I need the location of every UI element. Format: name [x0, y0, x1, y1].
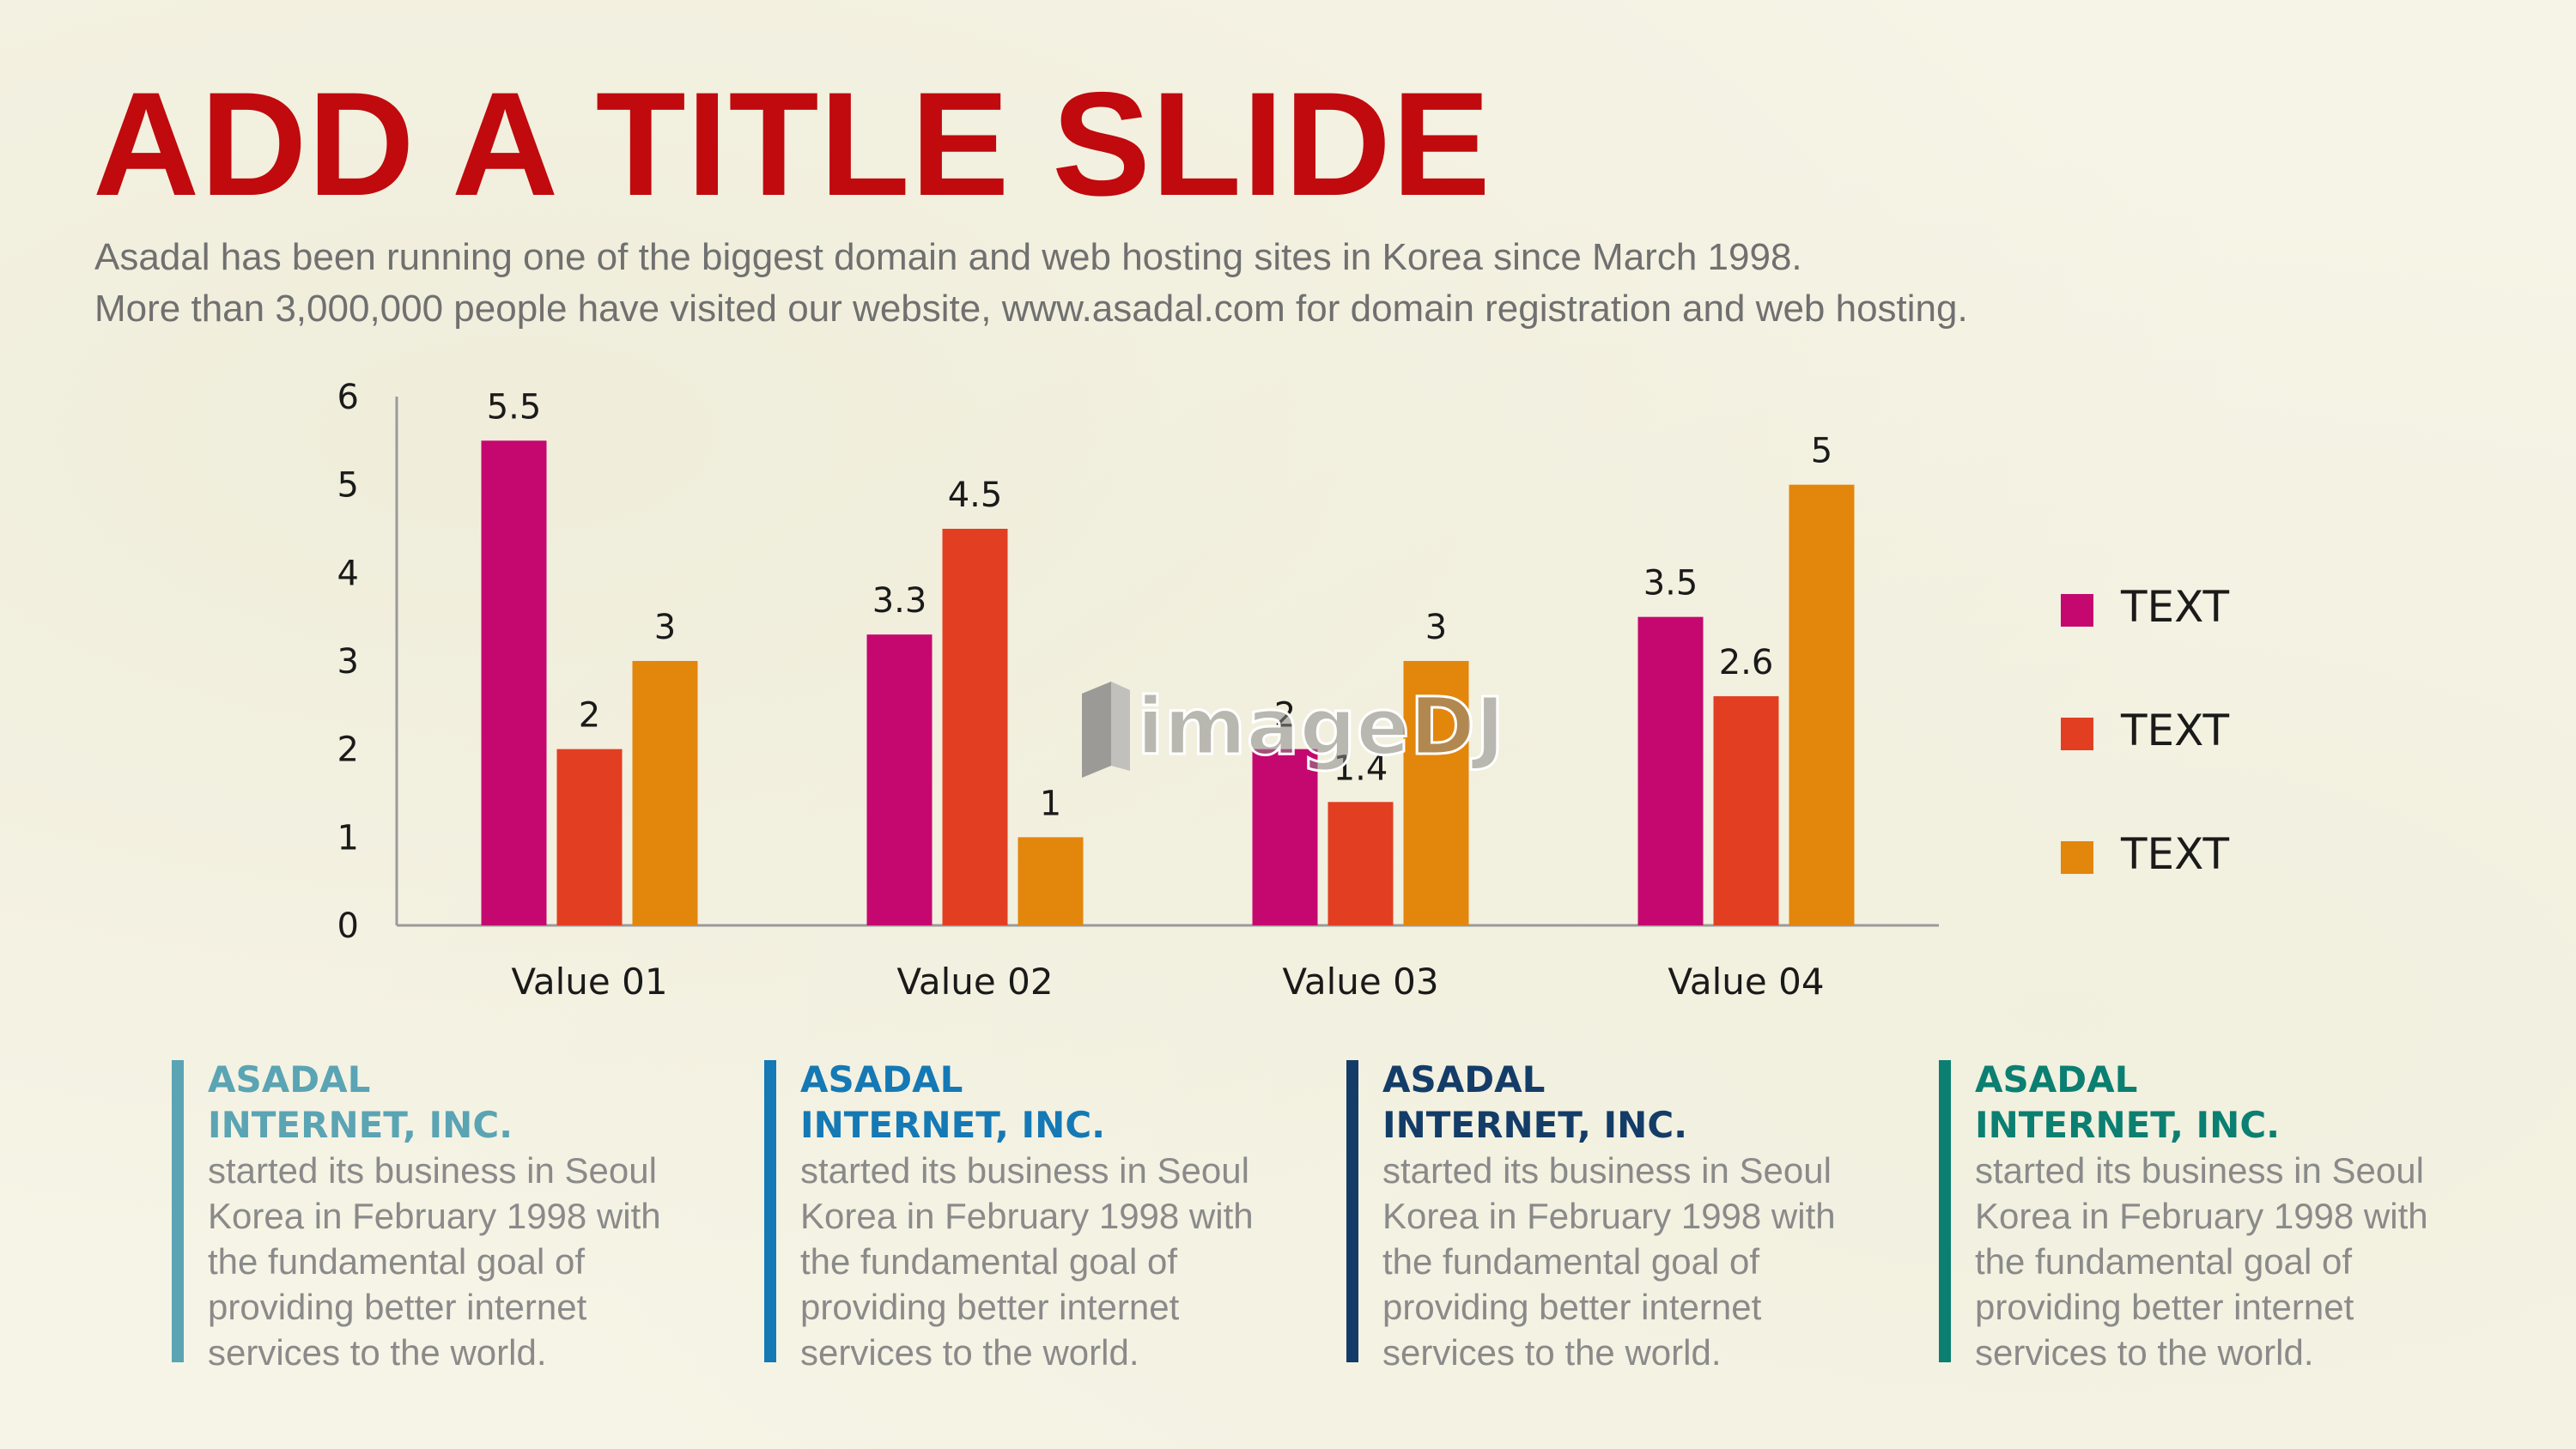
card-body-line: Korea in February 1998 with [208, 1196, 661, 1236]
card-heading-line: INTERNET, INC. [208, 1104, 513, 1146]
card-body-line: services to the world. [1382, 1332, 1722, 1373]
card-heading-line: ASADAL [800, 1058, 963, 1100]
bar-chart: 0 1 2 3 4 5 6 5.5 2 3 Value 01 3.3 4.5 1 Value 02 2 1.4 3… [337, 378, 1939, 1003]
bar-3-1 [1252, 749, 1318, 925]
card-body-line: the fundamental goal of [800, 1241, 1177, 1282]
data-label: 3 [654, 608, 676, 647]
data-label: 2 [1274, 696, 1296, 736]
subtitle-line: More than 3,000,000 people have visited … [94, 288, 1968, 330]
data-label: 2 [579, 696, 600, 736]
y-tick-label: 3 [337, 642, 359, 682]
card-body-line: started its business in Seoul [1975, 1150, 2424, 1191]
info-card-2: ASADAL INTERNET, INC. started its busine… [764, 1057, 1297, 1373]
card-body-line: services to the world. [208, 1332, 547, 1373]
card-body: started its business in Seoul Korea in F… [1382, 1148, 1879, 1375]
bar-2-2 [942, 529, 1008, 925]
bar-4-1 [1637, 616, 1704, 925]
card-heading: ASADAL INTERNET, INC. [1382, 1057, 1879, 1148]
card-body-line: Korea in February 1998 with [1975, 1196, 2428, 1236]
bar-1-1 [481, 440, 547, 925]
bar-1-2 [556, 749, 623, 925]
card-body-line: started its business in Seoul [800, 1150, 1249, 1191]
card-heading-line: INTERNET, INC. [800, 1104, 1106, 1146]
slide-title: ADD A TITLE SLIDE [93, 62, 1492, 227]
info-card-1: ASADAL INTERNET, INC. started its busine… [172, 1057, 704, 1373]
card-body-line: the fundamental goal of [208, 1241, 585, 1282]
legend-swatch [2061, 594, 2093, 627]
data-label: 3.5 [1643, 564, 1698, 603]
y-tick-label: 0 [337, 906, 359, 946]
card-body-line: Korea in February 1998 with [1382, 1196, 1836, 1236]
card-heading: ASADAL INTERNET, INC. [208, 1057, 704, 1148]
data-label: 1 [1040, 784, 1061, 823]
x-tick-label: Value 04 [1668, 961, 1824, 1003]
card-body-line: providing better internet [1382, 1287, 1762, 1327]
card-body-line: services to the world. [800, 1332, 1139, 1373]
data-label: 2.6 [1719, 643, 1774, 682]
card-heading-line: ASADAL [208, 1058, 371, 1100]
card-heading-line: ASADAL [1975, 1058, 2138, 1100]
card-heading-line: ASADAL [1382, 1058, 1546, 1100]
card-body-line: started its business in Seoul [1382, 1150, 1832, 1191]
subtitle-line: Asadal has been running one of the bigge… [94, 236, 1802, 278]
bar-2-3 [1018, 837, 1084, 925]
watermark-text: imageDJ [1137, 681, 1504, 773]
slide-subtitle: Asadal has been running one of the bigge… [94, 232, 2413, 335]
bar-2-1 [866, 634, 933, 925]
card-body-line: the fundamental goal of [1382, 1241, 1759, 1282]
legend-label: TEXT [2121, 582, 2230, 632]
card-heading: ASADAL INTERNET, INC. [800, 1057, 1297, 1148]
bar-1-3 [632, 661, 698, 925]
y-tick-label: 1 [337, 818, 359, 858]
watermark-logo: imageDJ [1082, 680, 1506, 778]
y-tick-label: 5 [337, 466, 359, 506]
card-body-line: services to the world. [1975, 1332, 2314, 1373]
data-label: 1.4 [1334, 749, 1388, 788]
card-heading: ASADAL INTERNET, INC. [1975, 1057, 2471, 1148]
card-body: started its business in Seoul Korea in F… [208, 1148, 704, 1375]
y-tick-label: 2 [337, 731, 359, 770]
bar-3-3 [1403, 661, 1469, 925]
card-body-line: started its business in Seoul [208, 1150, 657, 1191]
x-tick-label: Value 01 [511, 961, 667, 1003]
x-tick-label: Value 02 [896, 961, 1053, 1003]
data-label: 5 [1811, 432, 1832, 471]
data-label: 5.5 [487, 387, 542, 427]
bar-4-3 [1789, 484, 1855, 925]
card-heading-line: INTERNET, INC. [1975, 1104, 2281, 1146]
legend-label: TEXT [2121, 829, 2230, 879]
card-body-line: Korea in February 1998 with [800, 1196, 1254, 1236]
card-body-line: providing better internet [800, 1287, 1180, 1327]
legend-swatch [2061, 841, 2093, 874]
bar-4-2 [1713, 696, 1779, 925]
data-label: 3.3 [872, 581, 927, 621]
bar-3-2 [1327, 802, 1394, 925]
legend-swatch [2061, 718, 2093, 750]
x-tick-label: Value 03 [1282, 961, 1438, 1003]
info-card-4: ASADAL INTERNET, INC. started its busine… [1939, 1057, 2471, 1373]
card-body: started its business in Seoul Korea in F… [1975, 1148, 2471, 1375]
card-heading-line: INTERNET, INC. [1382, 1104, 1688, 1146]
card-body-line: providing better internet [208, 1287, 587, 1327]
y-tick-label: 6 [337, 378, 359, 417]
card-body-line: providing better internet [1975, 1287, 2354, 1327]
y-tick-label: 4 [337, 554, 359, 593]
card-body-line: the fundamental goal of [1975, 1241, 2352, 1282]
data-label: 4.5 [948, 476, 1003, 515]
data-label: 3 [1425, 608, 1447, 647]
card-body: started its business in Seoul Korea in F… [800, 1148, 1297, 1375]
info-card-3: ASADAL INTERNET, INC. started its busine… [1346, 1057, 1879, 1373]
legend-label: TEXT [2121, 706, 2230, 755]
